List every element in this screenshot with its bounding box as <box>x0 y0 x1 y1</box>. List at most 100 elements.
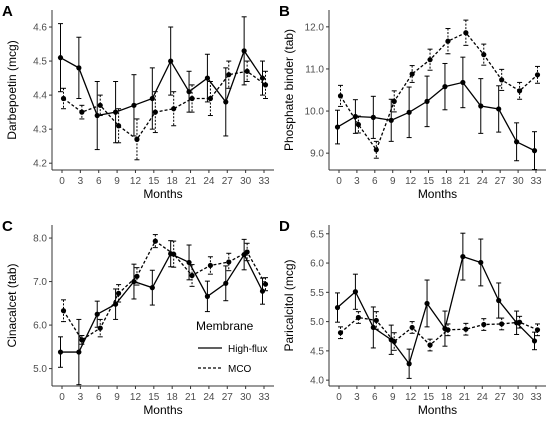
error-bar <box>207 80 213 117</box>
x-tick-label: 9 <box>390 176 396 187</box>
data-point-high-flux <box>241 48 247 54</box>
panel-label: C <box>2 218 13 235</box>
data-point-high-flux <box>388 117 394 123</box>
data-point-mco <box>60 308 67 314</box>
x-tick-label: 24 <box>203 176 215 187</box>
y-tick-label: 8.0 <box>33 234 47 245</box>
x-tick-label: 33 <box>530 176 542 187</box>
data-point-mco <box>171 251 177 257</box>
data-point-high-flux <box>259 288 266 294</box>
series-line-high-flux <box>60 49 264 117</box>
y-tick-label: 11.0 <box>305 64 324 75</box>
x-tick-label: 33 <box>530 392 542 403</box>
x-tick-label: 18 <box>441 176 453 187</box>
y-axis-label: Darbepoetin (mcg) <box>5 40 19 139</box>
panel-label: A <box>2 3 13 20</box>
data-point-high-flux <box>94 311 100 317</box>
data-point-mco <box>445 327 451 333</box>
data-point-mco <box>337 93 344 99</box>
chart-panel-d: D 4.0 4.5 5.0 5.5 6.0 6.5 0 3 6 9 12 15 18 21 24 27 30 33 M… <box>279 218 546 417</box>
series-line-high-flux <box>60 252 264 353</box>
x-axis-label: Months <box>143 187 182 201</box>
x-tick-label: 24 <box>477 176 489 187</box>
data-point-mco <box>409 71 415 77</box>
x-tick-label: 0 <box>59 392 65 403</box>
x-tick-label: 12 <box>405 176 417 187</box>
x-tick-label: 9 <box>390 392 396 403</box>
error-bar <box>427 338 433 352</box>
error-bar <box>61 87 66 110</box>
data-point-high-flux <box>168 58 174 64</box>
error-bar <box>535 323 540 337</box>
data-point-high-flux <box>57 55 64 61</box>
x-tick-label: 3 <box>78 176 84 187</box>
data-point-high-flux <box>424 98 430 104</box>
data-point-mco <box>134 273 140 279</box>
legend-title: Membrane <box>196 319 254 333</box>
x-axis-label: Months <box>418 187 457 201</box>
x-tick-label: 0 <box>336 392 342 403</box>
data-point-high-flux <box>531 148 538 154</box>
data-point-high-flux <box>186 89 192 95</box>
data-point-mco <box>189 272 195 279</box>
series-line-mco <box>62 240 267 341</box>
x-axis-label: Months <box>418 403 457 417</box>
y-axis-label: Paricalcitol (mcg) <box>282 259 296 351</box>
x-tick-label: 3 <box>78 392 84 403</box>
x-tick-label: 21 <box>185 176 197 187</box>
x-tick-label: 21 <box>185 392 197 403</box>
panel-label: B <box>279 3 290 20</box>
x-tick-label: 12 <box>130 176 142 187</box>
data-point-high-flux <box>513 139 520 145</box>
y-tick-label: 5.5 <box>310 288 324 299</box>
x-tick-label: 18 <box>167 176 179 187</box>
x-tick-label: 18 <box>441 392 453 403</box>
data-point-mco <box>134 136 140 142</box>
data-point-mco <box>97 325 103 331</box>
legend-entry-label: MCO <box>228 364 252 375</box>
x-tick-label: 18 <box>167 392 179 403</box>
data-point-high-flux <box>131 102 137 108</box>
data-point-mco <box>79 337 85 343</box>
data-point-mco <box>481 52 487 58</box>
y-tick-label: 6.5 <box>310 229 324 240</box>
series-line-mco <box>339 31 538 152</box>
data-point-high-flux <box>112 301 119 307</box>
error-bar <box>97 94 103 117</box>
x-tick-label: 27 <box>222 392 234 403</box>
x-tick-label: 6 <box>96 176 102 187</box>
x-tick-label: 6 <box>96 392 102 403</box>
y-tick-label: 4.4 <box>33 91 47 102</box>
x-tick-label: 12 <box>130 392 142 403</box>
data-point-mco <box>262 281 269 287</box>
x-tick-label: 30 <box>513 176 525 187</box>
x-tick-label: 9 <box>114 176 120 187</box>
x-tick-label: 0 <box>59 176 65 187</box>
data-point-mco <box>355 121 362 128</box>
error-bar <box>244 60 250 82</box>
data-point-mco <box>373 317 379 324</box>
data-point-mco <box>244 68 250 74</box>
error-bar <box>79 104 85 120</box>
data-point-high-flux <box>57 349 64 355</box>
data-point-high-flux <box>496 106 502 112</box>
data-point-high-flux <box>478 103 484 109</box>
data-point-mco <box>355 314 362 321</box>
data-point-mco <box>373 147 379 153</box>
chart-panel-c: C 5.0 6.0 7.0 8.0 0 3 6 9 12 15 18 21 24 27 30 33 Months C… <box>2 218 274 417</box>
data-point-high-flux <box>259 75 266 81</box>
error-bar <box>517 315 523 329</box>
x-tick-label: 30 <box>240 392 252 403</box>
x-tick-label: 6 <box>372 392 378 403</box>
y-tick-label: 6.0 <box>33 321 47 332</box>
x-tick-label: 27 <box>495 176 507 187</box>
data-point-high-flux <box>424 300 430 307</box>
y-tick-label: 6.0 <box>310 259 324 270</box>
x-tick-label: 15 <box>423 392 435 403</box>
error-bar <box>171 91 177 127</box>
y-tick-label: 4.3 <box>33 125 47 136</box>
y-tick-label: 4.5 <box>310 346 324 357</box>
y-tick-label: 9.0 <box>310 149 324 160</box>
